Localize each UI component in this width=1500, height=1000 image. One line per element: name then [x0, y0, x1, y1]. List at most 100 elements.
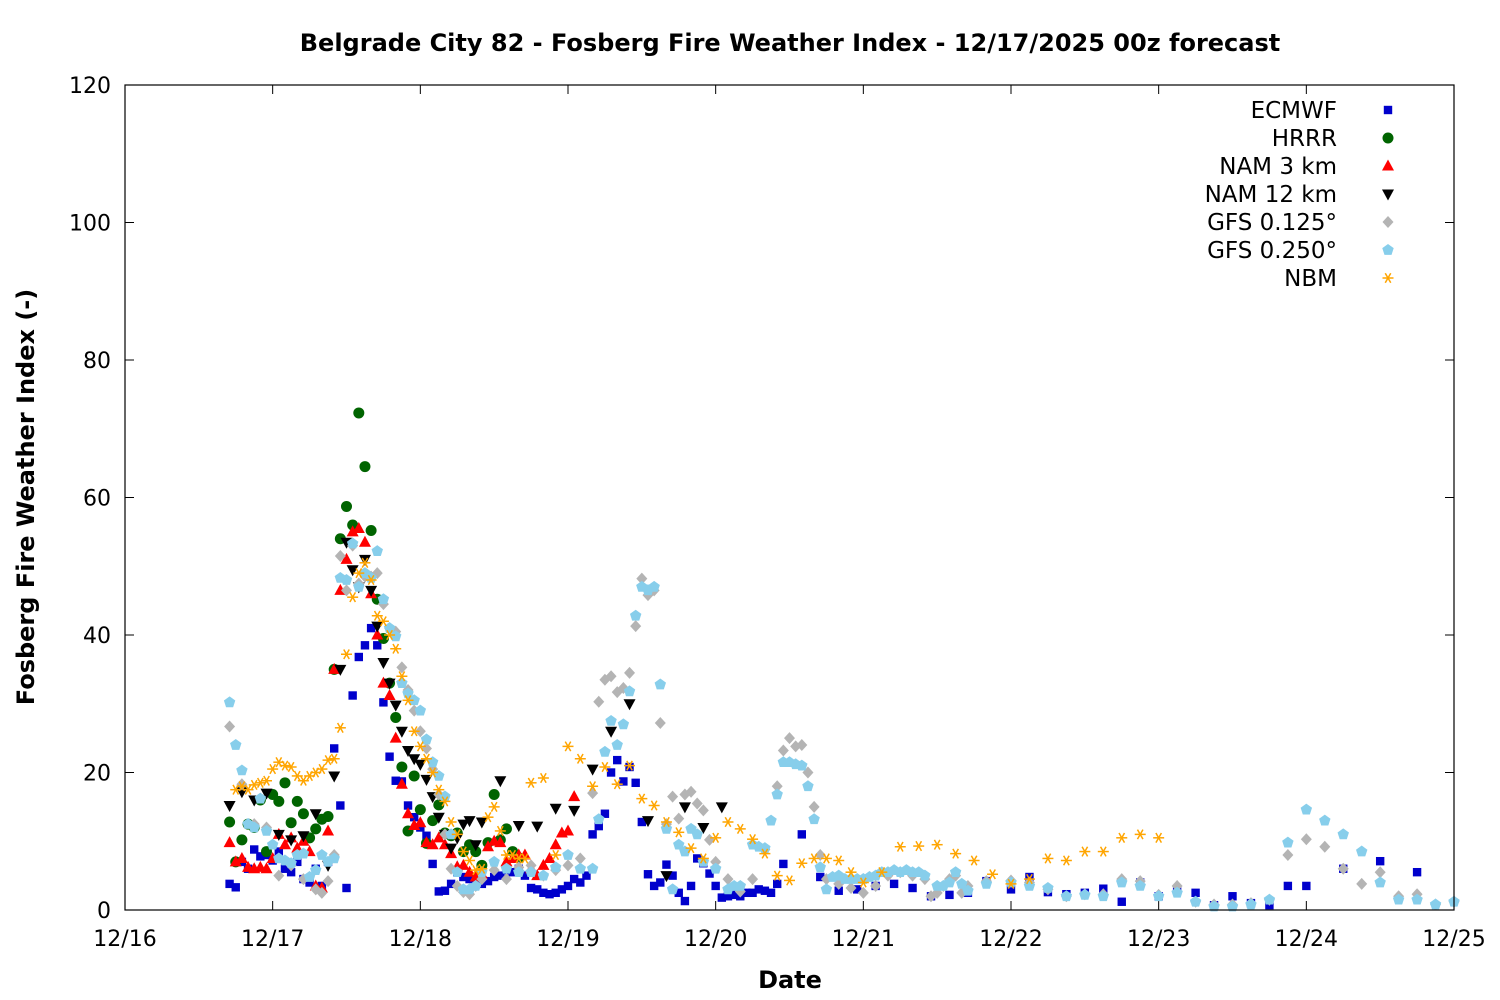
data-point [1282, 836, 1294, 848]
data-point [1374, 866, 1386, 879]
data-point [660, 816, 672, 828]
data-point [1097, 846, 1109, 857]
data-point [336, 801, 345, 810]
data-point [291, 795, 303, 807]
data-point [420, 742, 432, 755]
chart-title: Belgrade City 82 - Fosberg Fire Weather … [300, 29, 1280, 57]
data-point [427, 815, 439, 827]
data-point [562, 859, 574, 872]
data-point [465, 874, 474, 884]
data-point [432, 812, 445, 824]
data-point [588, 830, 597, 839]
data-point [549, 803, 562, 815]
data-point [267, 763, 279, 775]
data-point [771, 788, 783, 800]
data-point [470, 846, 482, 858]
data-point [229, 855, 242, 867]
data-point [373, 641, 382, 650]
data-point [428, 859, 437, 869]
legend-label: HRRR [1272, 126, 1337, 152]
data-point [414, 741, 426, 752]
data-point [600, 809, 610, 818]
data-point [457, 858, 470, 870]
data-point [434, 887, 443, 896]
data-point [808, 853, 820, 864]
data-point [617, 718, 630, 730]
data-point [1300, 833, 1312, 846]
legend-marker [1383, 105, 1393, 115]
data-point [408, 694, 420, 706]
data-point [968, 855, 980, 866]
data-point [525, 777, 537, 788]
data-point [722, 816, 734, 828]
data-point [508, 867, 517, 877]
data-point [383, 689, 396, 700]
data-point [1411, 893, 1423, 905]
y-tick-label: 0 [97, 899, 111, 924]
data-point [545, 889, 554, 899]
data-point [346, 537, 359, 549]
data-point [1023, 873, 1035, 885]
data-point [525, 866, 537, 878]
data-point [1134, 829, 1146, 840]
data-point [599, 761, 611, 773]
data-point [574, 753, 586, 764]
data-point [371, 610, 383, 621]
data-point [488, 801, 500, 813]
data-point [329, 744, 339, 753]
data-point [1412, 867, 1422, 877]
data-point [889, 879, 899, 889]
data-point [395, 777, 408, 789]
data-point [760, 886, 770, 895]
data-point [1117, 897, 1126, 906]
data-point [293, 857, 302, 867]
plot-frame [124, 84, 1455, 911]
data-point [605, 726, 618, 738]
data-point [254, 792, 267, 804]
data-point [223, 696, 236, 708]
data-point [506, 851, 519, 863]
data-point [784, 875, 795, 886]
data-point [747, 873, 759, 886]
data-point [648, 580, 660, 592]
data-point [641, 816, 654, 828]
data-point [261, 775, 273, 786]
data-point [476, 863, 488, 874]
data-point [654, 717, 666, 729]
data-point [613, 755, 622, 765]
data-point [1374, 876, 1386, 888]
data-point [365, 585, 378, 597]
data-point [519, 853, 531, 864]
data-point [808, 813, 820, 825]
data-point [691, 797, 703, 810]
x-tick-label: 12/25 [1422, 927, 1485, 952]
data-point [908, 883, 917, 893]
data-point [748, 888, 757, 898]
data-point [414, 804, 426, 816]
data-point [1153, 832, 1165, 843]
data-point [533, 885, 542, 894]
y-tick-label: 120 [69, 74, 111, 99]
data-point [1116, 832, 1128, 843]
data-point [286, 867, 296, 877]
data-point [950, 848, 962, 859]
data-point [685, 842, 697, 854]
data-point [353, 580, 365, 592]
data-point [235, 851, 248, 863]
data-point [347, 519, 359, 531]
data-point [494, 825, 506, 837]
data-point [568, 790, 581, 802]
data-point [341, 500, 352, 512]
data-point [470, 879, 482, 891]
y-tick-label: 80 [83, 349, 111, 374]
data-point [371, 621, 384, 633]
data-point [389, 700, 402, 712]
data-point [1226, 900, 1239, 912]
series-nbm [230, 557, 1165, 890]
data-point [759, 848, 771, 859]
y-tick-label: 60 [83, 487, 111, 512]
legend-marker [1382, 216, 1394, 228]
data-point [816, 872, 825, 882]
legend-label: NBM [1284, 266, 1337, 292]
